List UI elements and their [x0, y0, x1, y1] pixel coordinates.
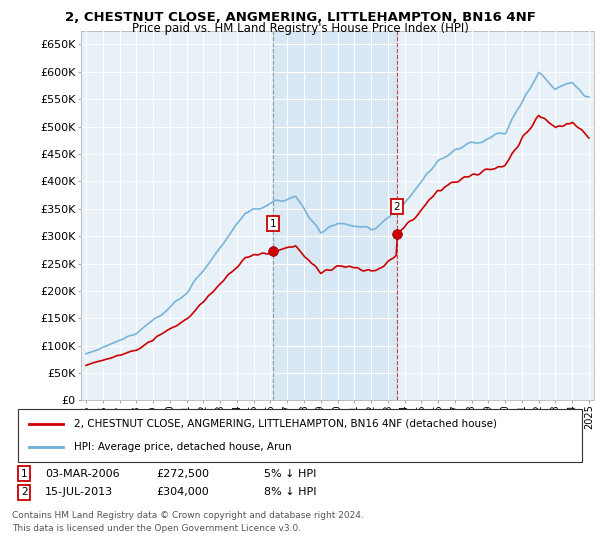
Text: Contains HM Land Registry data © Crown copyright and database right 2024.: Contains HM Land Registry data © Crown c… — [12, 511, 364, 520]
Text: HPI: Average price, detached house, Arun: HPI: Average price, detached house, Arun — [74, 442, 292, 452]
Text: 1: 1 — [270, 219, 277, 229]
Text: 2, CHESTNUT CLOSE, ANGMERING, LITTLEHAMPTON, BN16 4NF (detached house): 2, CHESTNUT CLOSE, ANGMERING, LITTLEHAMP… — [74, 419, 497, 429]
Text: 15-JUL-2013: 15-JUL-2013 — [45, 487, 113, 497]
Text: 2: 2 — [21, 487, 28, 497]
Text: 5% ↓ HPI: 5% ↓ HPI — [264, 469, 316, 479]
Text: £272,500: £272,500 — [156, 469, 209, 479]
Text: £304,000: £304,000 — [156, 487, 209, 497]
Text: Price paid vs. HM Land Registry's House Price Index (HPI): Price paid vs. HM Land Registry's House … — [131, 22, 469, 35]
Text: 03-MAR-2006: 03-MAR-2006 — [45, 469, 119, 479]
Text: This data is licensed under the Open Government Licence v3.0.: This data is licensed under the Open Gov… — [12, 524, 301, 533]
Text: 1: 1 — [21, 469, 28, 479]
FancyBboxPatch shape — [18, 409, 582, 462]
Text: 2, CHESTNUT CLOSE, ANGMERING, LITTLEHAMPTON, BN16 4NF: 2, CHESTNUT CLOSE, ANGMERING, LITTLEHAMP… — [65, 11, 535, 24]
Text: 8% ↓ HPI: 8% ↓ HPI — [264, 487, 317, 497]
Text: 2: 2 — [394, 202, 400, 212]
